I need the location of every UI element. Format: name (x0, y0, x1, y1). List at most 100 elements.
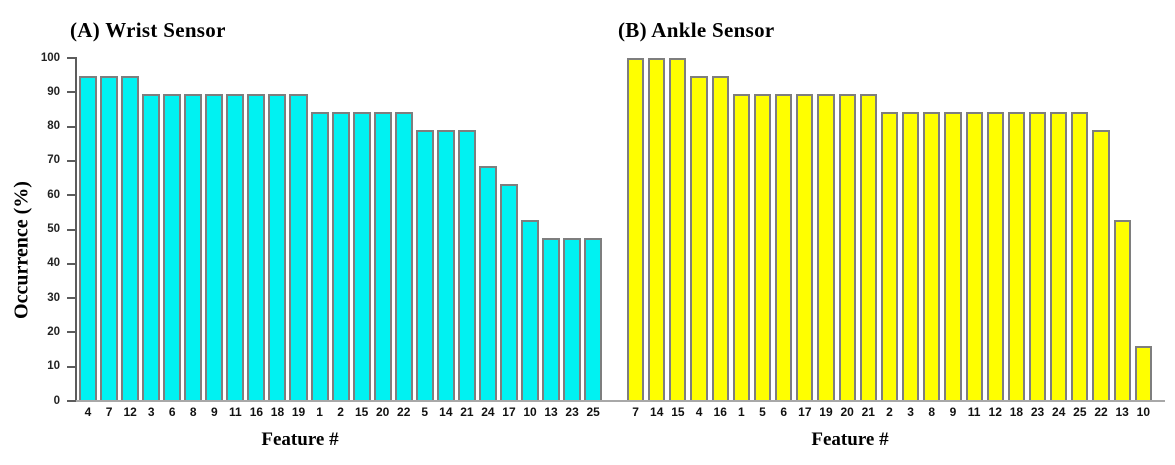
bar-feature-12 (121, 76, 140, 400)
panel-a-bars (79, 58, 603, 400)
y-axis-spine (75, 57, 77, 402)
bar-feature-6 (775, 93, 793, 400)
y-tick-label: 60 (47, 188, 60, 201)
panel-a-x-tick-labels: 4 7 12 3 6 8 9 11 16 18 19 1 2 15 20 22 5 14 21 24 17 10 13 23 2… (79, 405, 602, 419)
bar-feature-4 (690, 76, 708, 400)
bar-feature-1 (310, 112, 329, 400)
x-tick-label: 21 (460, 405, 474, 419)
x-tick-label: 13 (544, 405, 558, 419)
panel-b-x-tick-labels: 7 14 15 4 16 1 5 6 17 19 20 21 2 3 8 9 11 12 18 23 24 25 22 13 1… (627, 405, 1152, 419)
bar-feature-13 (542, 237, 561, 400)
y-tick-label: 70 (47, 154, 60, 167)
bar-feature-25 (584, 237, 603, 400)
x-tick-label: 7 (632, 405, 639, 419)
y-tick-mark (67, 297, 76, 300)
x-tick-label: 25 (586, 405, 600, 419)
bar-feature-12 (986, 112, 1004, 400)
bar-feature-5 (415, 130, 434, 400)
x-tick-label: 6 (168, 405, 176, 419)
bar-feature-22 (394, 112, 413, 400)
bar-feature-3 (902, 112, 920, 400)
x-tick-label: 11 (229, 405, 242, 419)
x-tick-label: 2 (337, 405, 344, 419)
bar-feature-13 (1113, 220, 1131, 400)
y-tick-mark (67, 91, 76, 94)
x-tick-label: 3 (907, 405, 914, 419)
bar-feature-8 (184, 93, 203, 400)
x-tick-label: 14 (650, 405, 664, 419)
x-tick-label: 20 (840, 405, 854, 419)
bar-feature-7 (627, 58, 645, 400)
x-tick-label: 1 (738, 405, 745, 419)
bar-feature-20 (373, 112, 392, 400)
bar-feature-11 (965, 112, 983, 400)
bar-feature-16 (711, 76, 729, 400)
x-tick-label: 16 (249, 405, 264, 419)
y-tick-label: 40 (47, 257, 60, 270)
bar-feature-20 (838, 93, 856, 400)
x-axis-line (75, 400, 1165, 402)
bar-feature-24 (478, 166, 497, 400)
panel-b-x-axis-label: Feature # (811, 429, 889, 450)
x-tick-label: 14 (439, 405, 453, 419)
y-tick-label: 0 (53, 394, 60, 407)
x-tick-label: 5 (759, 405, 766, 419)
bar-feature-14 (648, 58, 666, 400)
bar-feature-14 (436, 130, 455, 400)
x-tick-label: 20 (376, 405, 390, 419)
x-tick-label: 23 (1030, 405, 1045, 419)
bar-feature-2 (331, 112, 350, 400)
y-tick-label: 100 (40, 51, 60, 64)
bar-feature-1 (732, 93, 750, 400)
bar-feature-21 (457, 130, 476, 400)
bar-feature-15 (669, 58, 687, 400)
x-tick-label: 17 (798, 405, 812, 419)
x-tick-label: 4 (695, 405, 703, 419)
bar-feature-8 (923, 112, 941, 400)
y-tick-label: 10 (47, 359, 60, 372)
bar-feature-6 (163, 93, 182, 400)
y-tick-label: 80 (47, 119, 60, 132)
y-tick-mark (67, 262, 76, 265)
y-tick-label: 20 (47, 325, 60, 338)
x-tick-label: 25 (1073, 405, 1087, 419)
x-tick-label: 12 (123, 405, 137, 419)
x-tick-label: 17 (502, 405, 516, 419)
x-tick-label: 23 (565, 405, 579, 419)
x-tick-label: 18 (270, 405, 285, 419)
bar-feature-2 (880, 112, 899, 400)
bar-feature-11 (226, 93, 245, 400)
y-tick-label: 30 (47, 291, 60, 304)
bar-feature-9 (205, 93, 224, 400)
x-tick-label: 5 (421, 405, 429, 419)
bar-feature-19 (289, 93, 308, 400)
x-tick-label: 19 (291, 405, 306, 419)
x-tick-label: 9 (949, 405, 957, 419)
bar-feature-10 (1134, 345, 1152, 400)
bar-feature-22 (1092, 130, 1110, 400)
bar-feature-15 (352, 112, 371, 400)
bar-feature-18 (268, 93, 287, 400)
bar-feature-24 (1050, 112, 1068, 400)
y-tick-mark (67, 125, 76, 128)
bar-feature-16 (247, 93, 266, 400)
panel-b-title: (B) Ankle Sensor (618, 18, 775, 42)
x-tick-label: 19 (819, 405, 833, 419)
x-tick-label: 12 (988, 405, 1002, 419)
x-tick-label: 8 (189, 405, 197, 419)
bar-feature-4 (79, 76, 98, 400)
x-tick-label: 11 (967, 405, 981, 419)
y-tick-mark (67, 400, 76, 402)
y-tick-mark (67, 365, 76, 368)
x-tick-label: 10 (1136, 405, 1150, 419)
x-tick-label: 22 (397, 405, 411, 419)
y-tick-mark (67, 331, 76, 334)
bar-feature-10 (520, 220, 540, 400)
x-tick-label: 21 (861, 405, 875, 419)
bar-feature-18 (1007, 112, 1025, 400)
x-tick-label: 3 (147, 405, 155, 419)
y-tick-mark (67, 57, 76, 59)
x-tick-label: 4 (84, 405, 92, 419)
y-tick-mark (67, 194, 76, 197)
x-tick-label: 2 (886, 405, 893, 419)
